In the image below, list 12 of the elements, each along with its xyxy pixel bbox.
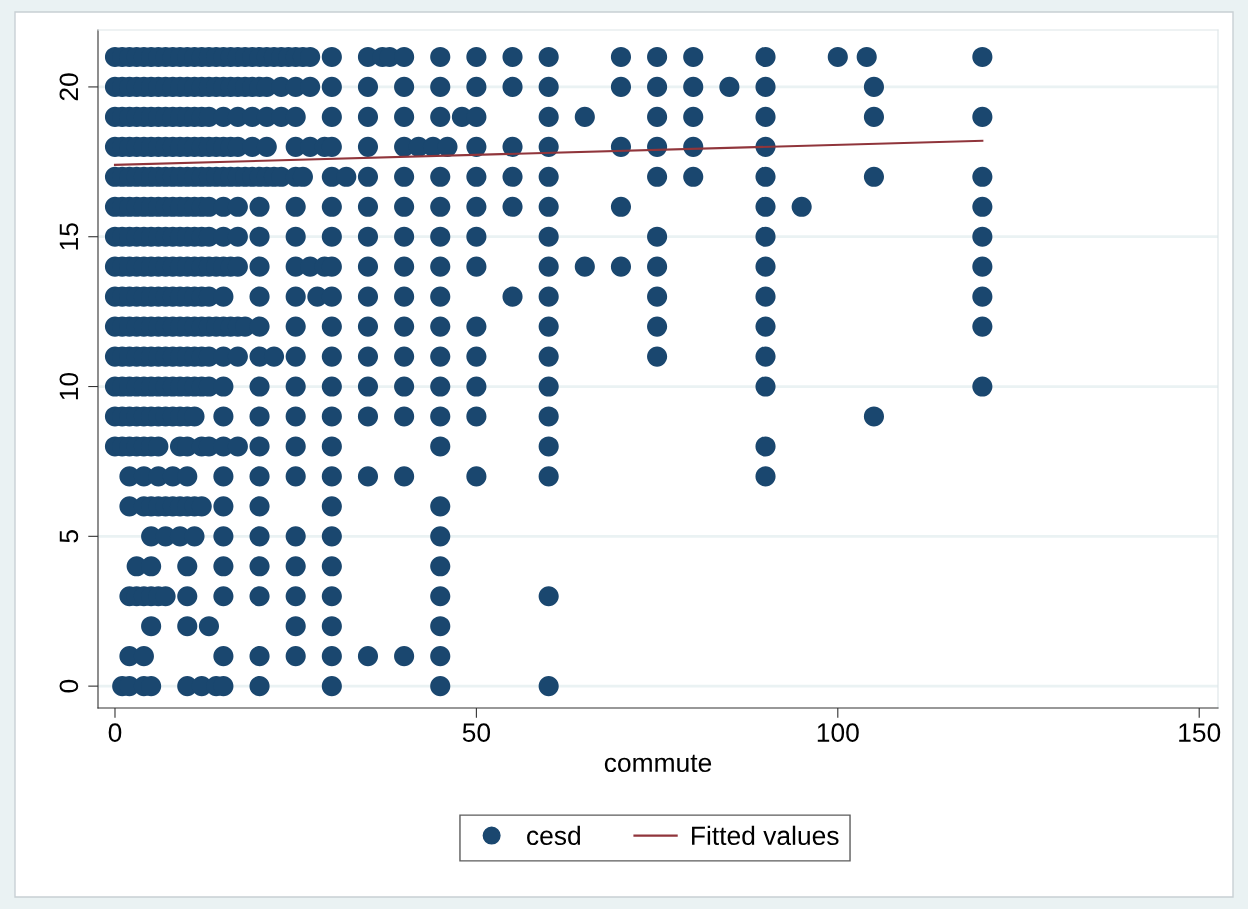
x-tick-label: 150: [1179, 723, 1221, 742]
y-tick-label: 0: [59, 679, 79, 693]
x-tick-label: 100: [817, 723, 859, 742]
y-tick-label: 20: [59, 73, 79, 101]
legend-label: Fitted values: [692, 825, 839, 846]
y-tick-label: 10: [59, 372, 79, 400]
y-tick-label: 5: [59, 530, 79, 543]
legend-label: cesd: [527, 825, 580, 846]
x-tick-label: 0: [108, 723, 122, 742]
y-tick-label: 15: [59, 223, 79, 250]
x-tick-label: 50: [462, 723, 491, 742]
x-axis-title: commute: [604, 754, 712, 773]
